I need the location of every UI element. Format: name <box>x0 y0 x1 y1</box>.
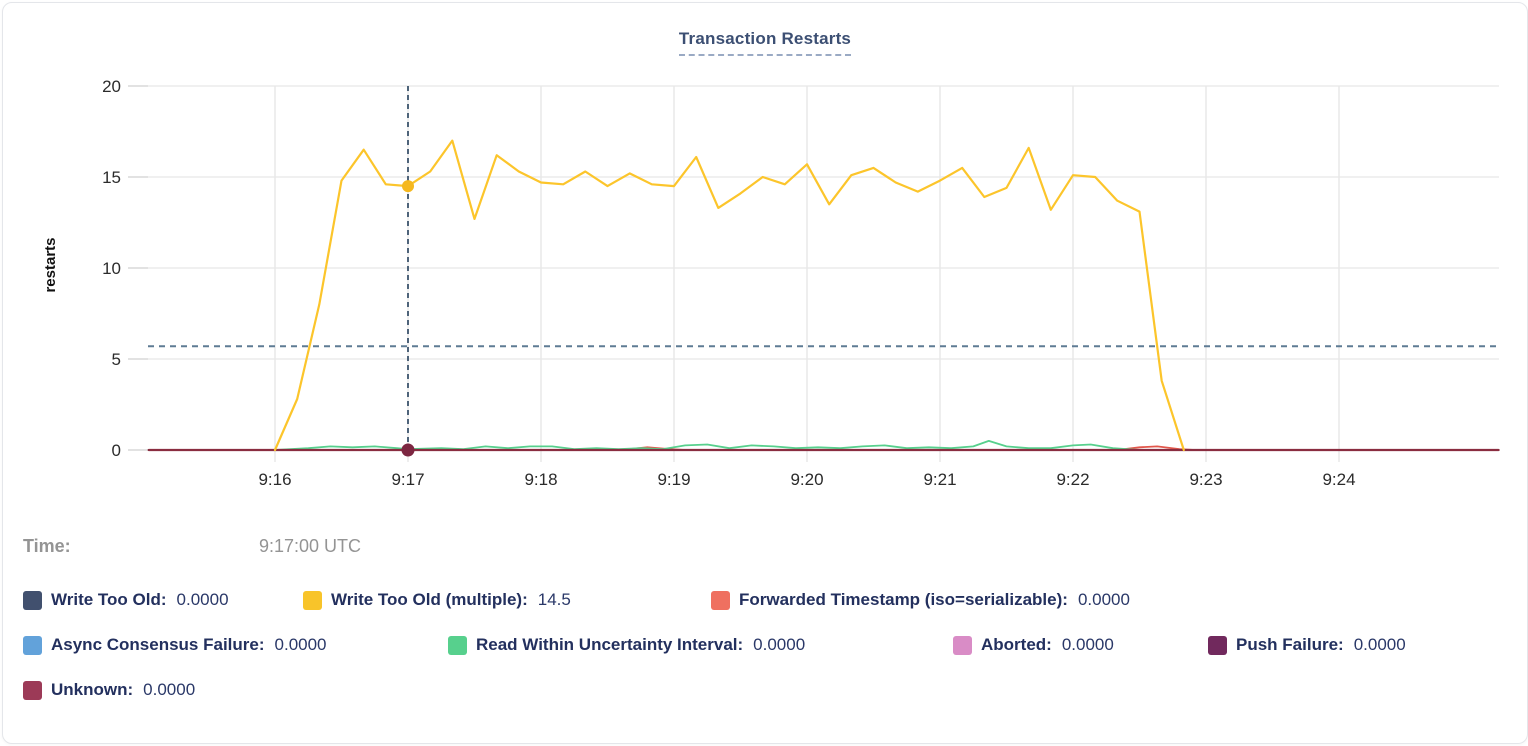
legend-swatch-icon <box>953 635 972 655</box>
x-tick-label: 9:23 <box>1189 470 1222 489</box>
legend-value: 0.0000 <box>753 635 806 654</box>
legend-swatch-icon <box>711 590 730 610</box>
x-tick-label: 9:17 <box>391 470 424 489</box>
legend-value: 0.0000 <box>1353 635 1406 654</box>
transaction-restarts-chart[interactable]: 0 5 10 15 20 9:16 9:17 9:18 9:19 9:20 9:21 9:22 9:23… <box>3 58 1528 498</box>
legend-swatch-icon <box>23 680 42 700</box>
legend-swatch-icon <box>1208 635 1227 655</box>
legend-label: Read Within Uncertainty Interval: <box>476 635 744 654</box>
legend-swatch-icon <box>448 635 467 655</box>
x-tick-label: 9:18 <box>524 470 557 489</box>
x-tick-label: 9:24 <box>1322 470 1355 489</box>
legend-value: 0.0000 <box>143 680 196 699</box>
chart-title: Transaction Restarts <box>3 29 1527 56</box>
series-line <box>273 139 1185 452</box>
legend-value: 0.0000 <box>274 635 327 654</box>
legend-item[interactable]: Async Consensus Failure: 0.0000 <box>23 634 327 656</box>
legend-label: Forwarded Timestamp (iso=serializable): <box>739 590 1068 609</box>
tooltip-time-label: Time: <box>23 536 71 556</box>
legend-item[interactable]: Forwarded Timestamp (iso=serializable): 0… <box>711 589 1130 611</box>
legend-swatch-icon <box>23 590 42 610</box>
hover-point-marker <box>402 180 414 193</box>
legend-value: 0.0000 <box>1061 635 1114 654</box>
legend-swatch-icon <box>303 590 322 610</box>
legend-value: 0.0000 <box>176 590 229 609</box>
y-tick-label: 5 <box>112 350 121 369</box>
chart-title-text: Transaction Restarts <box>678 29 852 56</box>
legend-label: Aborted: <box>981 635 1052 654</box>
series-line <box>147 439 1500 451</box>
legend-item[interactable]: Write Too Old (multiple): 14.5 <box>303 589 571 611</box>
legend-label: Write Too Old (multiple): <box>331 590 528 609</box>
x-tick-label: 9:16 <box>258 470 291 489</box>
legend-label: Unknown: <box>51 680 134 699</box>
legend-item[interactable]: Unknown: 0.0000 <box>23 679 195 701</box>
x-tick-label: 9:21 <box>923 470 956 489</box>
x-tick-label: 9:22 <box>1056 470 1089 489</box>
legend-value: 0.0000 <box>1077 590 1130 609</box>
x-tick-label: 9:19 <box>657 470 690 489</box>
legend-swatch-icon <box>23 635 42 655</box>
legend-label: Push Failure: <box>1236 635 1344 654</box>
legend-item[interactable]: Read Within Uncertainty Interval: 0.0000 <box>448 634 805 656</box>
legend-item[interactable]: Push Failure: 0.0000 <box>1208 634 1406 656</box>
legend-value: 14.5 <box>537 590 571 609</box>
tooltip-time-value: 9:17:00 UTC <box>259 536 362 556</box>
y-tick-label: 10 <box>102 259 121 278</box>
tooltip-time-row: Time: 9:17:00 UTC <box>23 536 1023 557</box>
y-tick-label: 15 <box>102 168 121 187</box>
y-tick-label: 0 <box>112 441 121 460</box>
legend-label: Async Consensus Failure: <box>51 635 265 654</box>
hover-point-marker <box>401 443 415 457</box>
legend-item[interactable]: Aborted: 0.0000 <box>953 634 1114 656</box>
legend-label: Write Too Old: <box>51 590 167 609</box>
legend-item[interactable]: Write Too Old: 0.0000 <box>23 589 229 611</box>
x-tick-label: 9:20 <box>790 470 823 489</box>
y-tick-label: 20 <box>102 77 121 96</box>
